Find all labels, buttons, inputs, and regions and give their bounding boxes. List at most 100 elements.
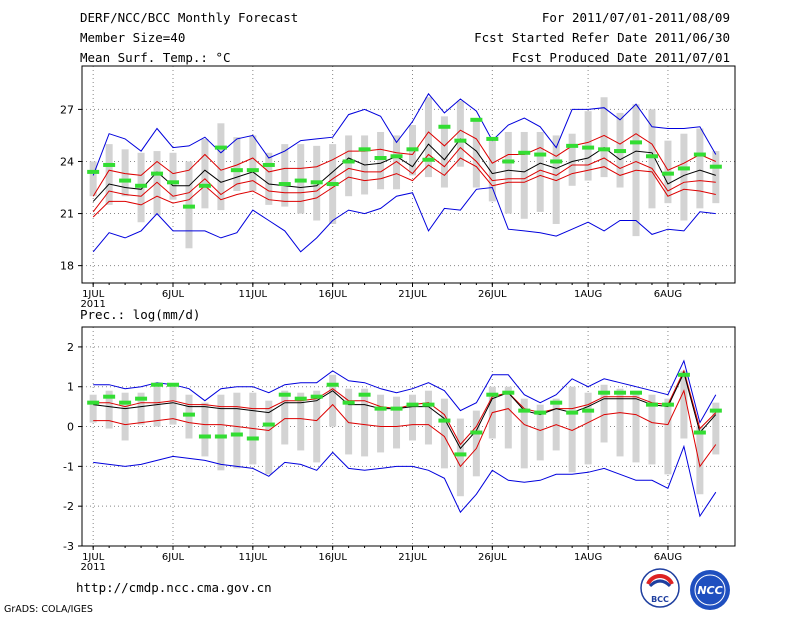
temp-range-bar [201, 138, 209, 209]
prec-xtick-label: 1JUL [82, 552, 105, 563]
temp-observed-mark [677, 166, 690, 171]
temp-observed-mark [374, 156, 387, 161]
prec-observed-mark [630, 390, 643, 395]
temp-observed-mark [470, 117, 483, 122]
temp-observed-mark [486, 136, 499, 141]
temp-observed-mark [198, 183, 211, 188]
prec-observed-mark [454, 452, 467, 457]
prec-lower-line [93, 389, 717, 468]
temp-range-bar [249, 135, 257, 191]
header-left: DERF/NCC/BCC Monthly Forecast Member Siz… [80, 8, 298, 68]
prec-range-bar [440, 398, 448, 469]
temp-xtick-label: 6AUG [654, 289, 682, 300]
prec-observed-mark [374, 406, 387, 411]
prec-range-bar [153, 386, 161, 427]
temp-observed-mark [310, 180, 323, 185]
temp-observed-mark [103, 162, 116, 167]
prec-observed-mark [326, 382, 339, 387]
temp-xtick-label: 1JUL [82, 289, 105, 300]
temp-observed-mark [214, 145, 227, 150]
prec-observed-mark [438, 418, 451, 423]
prec-range-bar [632, 390, 640, 463]
prec-observed-mark [182, 412, 195, 417]
prec-range-bar [616, 388, 624, 457]
temp-xtick-label: 11JUL [239, 289, 268, 300]
bcc-logo: BCC [640, 568, 680, 608]
temp-range-bar [377, 131, 385, 190]
prec-observed-mark [214, 434, 227, 439]
temp-range-bar [121, 149, 129, 197]
prec-range-bar [504, 386, 512, 449]
prec-range-bar [648, 394, 656, 465]
temp-observed-mark [119, 178, 132, 183]
temp-observed-mark [566, 143, 579, 148]
prec-range-bar [265, 400, 273, 475]
prec-ytick-label: 2 [67, 341, 74, 354]
prec-observed-mark [230, 432, 243, 437]
prec-range-bar [712, 402, 720, 455]
prec-range-bar [105, 390, 113, 429]
prec-range-bar [584, 392, 592, 465]
temp-observed-mark [406, 147, 419, 152]
prec-xtick-label: 1AUG [574, 552, 602, 563]
temp-observed-mark [246, 168, 259, 173]
prec-range-bar [600, 384, 608, 443]
prec-range-bar [680, 370, 688, 439]
prec-observed-mark [709, 408, 722, 413]
prec-observed-mark [167, 382, 180, 387]
prec-ytick-label: -1 [63, 460, 74, 473]
prec-range-bar [281, 390, 289, 445]
prec-observed-mark [582, 408, 595, 413]
prec-observed-mark [693, 430, 706, 435]
temp-observed-mark [454, 138, 467, 143]
temp-observed-mark [422, 157, 435, 162]
temp-observed-mark [518, 150, 531, 155]
temp-observed-mark [390, 154, 403, 159]
ncc-logo-text: NCC [697, 584, 722, 597]
prec-observed-mark [87, 400, 100, 405]
temp-observed-mark [167, 180, 180, 185]
prec-range-bar [408, 394, 416, 441]
temp-range-bar [648, 109, 656, 209]
temp-observed-mark [87, 169, 100, 174]
prec-observed-mark [262, 422, 275, 427]
prec-range-bar [233, 392, 241, 469]
prec-mean-line [93, 371, 717, 450]
prec-observed-mark [486, 392, 499, 397]
prec-range-bar [89, 394, 97, 423]
logos: BCC NCC [640, 568, 730, 610]
temp-range-bar [169, 152, 177, 200]
temp-range-bar [424, 97, 432, 178]
prec-xtick-label: 6JUL [162, 552, 185, 563]
temp-observed-mark [326, 182, 339, 187]
prec-observed-mark [358, 392, 371, 397]
prec-range-bar [345, 388, 353, 455]
temp-observed-mark [182, 204, 195, 209]
temp-range-bar [680, 133, 688, 221]
temp-range-bar [696, 128, 704, 209]
temp-upper-line [92, 129, 717, 197]
prec-range-bar [169, 386, 177, 425]
temp-xtick-label: 6JUL [162, 289, 185, 300]
prec-maximum-line [93, 359, 717, 424]
temp-maximum-line [92, 92, 717, 176]
temp-observed-mark [135, 183, 148, 188]
refer-date: Fcst Started Refer Date 2011/06/30 [474, 30, 730, 45]
produced-date: Fcst Produced Date 2011/07/01 [511, 50, 730, 65]
prec-ytick-label: 1 [67, 381, 74, 394]
prec-observed-mark [278, 392, 291, 397]
temp-ytick-label: 27 [60, 103, 74, 116]
temp-lower-line [92, 146, 716, 213]
prec-observed-mark [135, 396, 148, 401]
temp-range-bar [217, 123, 225, 211]
prec-observed-mark [103, 394, 116, 399]
temp-range-bar [712, 151, 720, 204]
prec-observed-mark [550, 400, 563, 405]
prec-observed-mark [598, 390, 611, 395]
temp-range-bar [105, 144, 113, 205]
temp-observed-mark [342, 159, 355, 164]
prec-observed-mark [198, 434, 211, 439]
prec-observed-mark [406, 402, 419, 407]
footer-url[interactable]: http://cmdp.ncc.cma.gov.cn [76, 580, 272, 595]
